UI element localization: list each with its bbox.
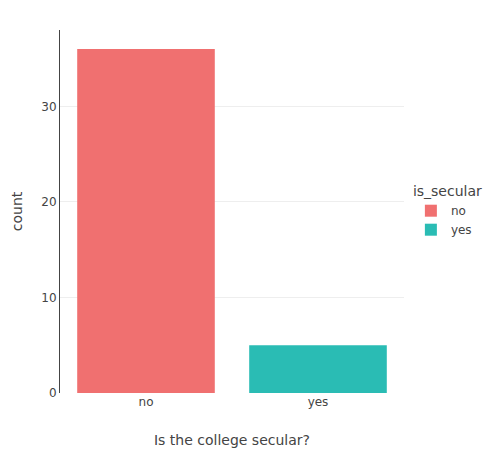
svg-text:30: 30 — [41, 100, 56, 114]
svg-text:yes: yes — [451, 223, 472, 237]
svg-text:10: 10 — [41, 291, 56, 305]
svg-text:no: no — [451, 204, 466, 218]
svg-text:yes: yes — [308, 395, 329, 409]
svg-text:is_secular: is_secular — [413, 183, 482, 199]
svg-text:20: 20 — [41, 195, 56, 209]
svg-text:no: no — [139, 395, 154, 409]
svg-text:count: count — [9, 191, 25, 231]
svg-text:0: 0 — [49, 386, 57, 400]
svg-text:Is the college secular?: Is the college secular? — [154, 432, 310, 448]
